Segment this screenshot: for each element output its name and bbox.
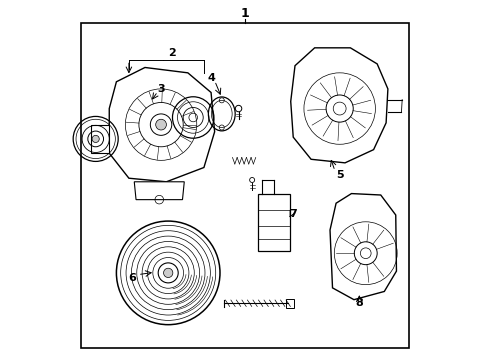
Polygon shape (330, 194, 396, 300)
Polygon shape (291, 48, 388, 163)
Text: 4: 4 (207, 73, 215, 83)
Text: 5: 5 (336, 170, 343, 180)
Circle shape (92, 135, 99, 143)
Polygon shape (134, 182, 184, 200)
Text: 2: 2 (168, 48, 175, 58)
Circle shape (156, 119, 167, 130)
Text: 3: 3 (157, 84, 165, 94)
Text: 7: 7 (290, 209, 297, 219)
Polygon shape (109, 67, 215, 182)
Text: 1: 1 (241, 8, 249, 21)
Polygon shape (92, 125, 109, 153)
Text: 6: 6 (128, 273, 136, 283)
Circle shape (164, 268, 173, 278)
Polygon shape (286, 299, 294, 307)
Text: 8: 8 (355, 298, 363, 308)
Polygon shape (258, 194, 290, 251)
